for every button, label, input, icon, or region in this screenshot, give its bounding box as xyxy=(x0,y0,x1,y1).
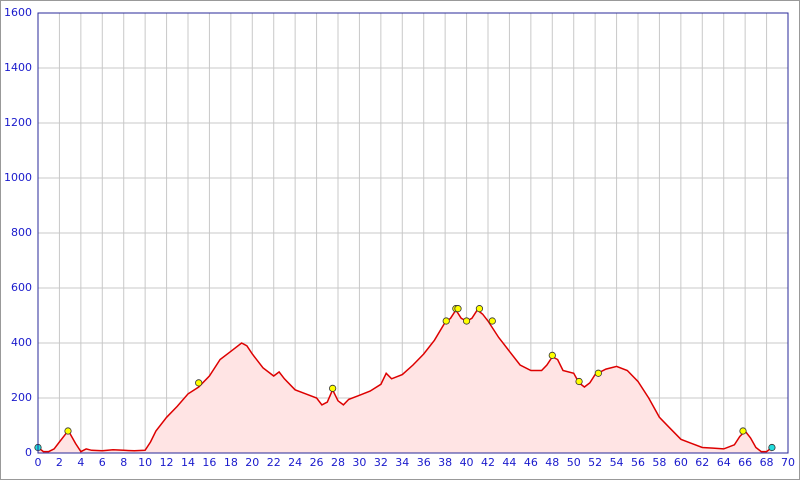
marker xyxy=(454,305,462,313)
marker xyxy=(462,317,471,325)
x-tick-label: 60 xyxy=(674,456,688,469)
x-tick-label: 70 xyxy=(781,456,795,469)
x-tick-label: 62 xyxy=(695,456,709,469)
x-tick-label: 54 xyxy=(610,456,624,469)
y-tick-label: 0 xyxy=(25,446,32,459)
marker xyxy=(442,317,450,325)
y-tick-label: 600 xyxy=(11,281,32,294)
x-tick-label: 52 xyxy=(588,456,602,469)
x-tick-label: 2 xyxy=(56,456,63,469)
x-tick-label: 28 xyxy=(331,456,345,469)
x-tick-label: 12 xyxy=(160,456,174,469)
y-tick-label: 400 xyxy=(11,336,32,349)
marker xyxy=(64,427,72,435)
marker xyxy=(488,317,496,325)
plot-border xyxy=(37,12,789,454)
y-tick-label: 200 xyxy=(11,391,32,404)
y-tick-label: 800 xyxy=(11,226,32,239)
x-tick-label: 4 xyxy=(77,456,84,469)
x-tick-label: 66 xyxy=(738,456,752,469)
x-tick-label: 18 xyxy=(224,456,238,469)
x-tick-label: 40 xyxy=(460,456,474,469)
x-tick-label: 58 xyxy=(652,456,666,469)
x-tick-label: 68 xyxy=(760,456,774,469)
x-tick-label: 42 xyxy=(481,456,495,469)
marker xyxy=(329,384,337,392)
x-tick-label: 36 xyxy=(417,456,431,469)
y-tick-label: 1600 xyxy=(4,6,32,19)
x-tick-label: 14 xyxy=(181,456,195,469)
x-tick-label: 46 xyxy=(524,456,538,469)
x-tick-label: 20 xyxy=(245,456,259,469)
x-tick-label: 16 xyxy=(202,456,216,469)
marker xyxy=(594,369,602,377)
y-tick-label: 1200 xyxy=(4,116,32,129)
x-tick-label: 30 xyxy=(352,456,366,469)
line xyxy=(37,308,773,453)
marker xyxy=(475,305,484,313)
y-tick-label: 1400 xyxy=(4,61,32,74)
x-tick-label: 6 xyxy=(99,456,106,469)
marker xyxy=(195,379,203,387)
x-tick-label: 32 xyxy=(374,456,388,469)
area xyxy=(38,310,772,453)
x-tick-label: 34 xyxy=(395,456,409,469)
marker xyxy=(575,377,583,386)
x-tick-label: 26 xyxy=(310,456,324,469)
x-tick-label: 64 xyxy=(717,456,731,469)
x-tick-label: 0 xyxy=(35,456,42,469)
x-tick-label: 10 xyxy=(138,456,152,469)
marker xyxy=(739,427,747,435)
marker xyxy=(548,351,556,359)
x-tick-label: 48 xyxy=(545,456,559,469)
x-tick-label: 50 xyxy=(567,456,581,469)
x-tick-label: 8 xyxy=(120,456,127,469)
x-tick-label: 22 xyxy=(267,456,281,469)
x-tick-label: 38 xyxy=(438,456,452,469)
x-tick-label: 56 xyxy=(631,456,645,469)
marker xyxy=(768,443,776,452)
y-tick-label: 1000 xyxy=(4,171,32,184)
x-tick-label: 44 xyxy=(502,456,516,469)
x-tick-label: 24 xyxy=(288,456,302,469)
